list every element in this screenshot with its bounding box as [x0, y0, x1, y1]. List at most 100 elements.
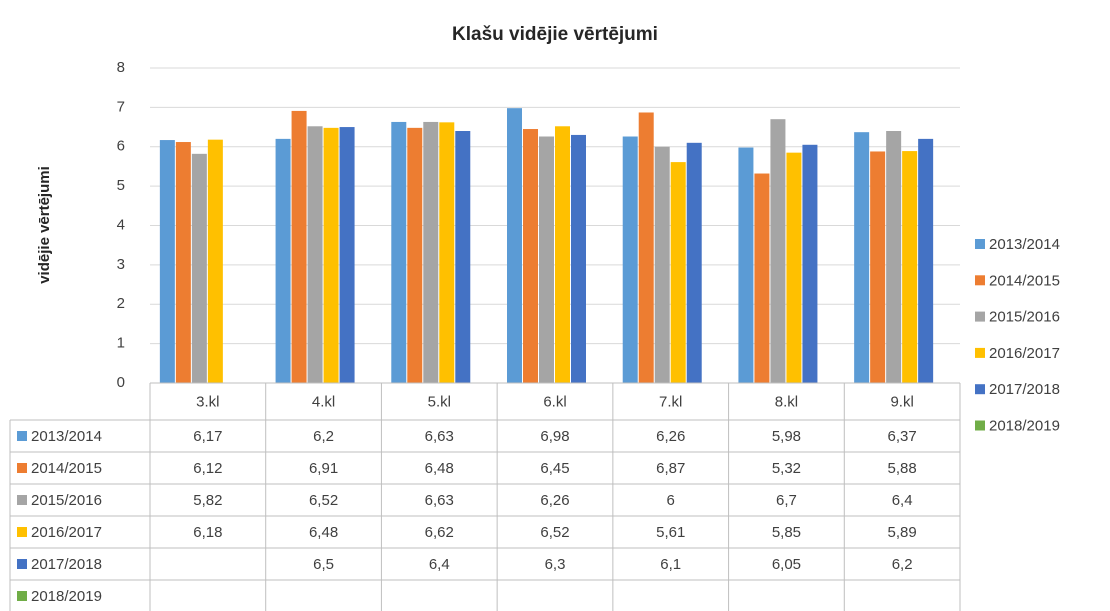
table-cell: 6,63	[425, 428, 454, 445]
bar	[439, 122, 455, 384]
bar	[523, 129, 538, 383]
table-cell: 6,12	[193, 460, 222, 477]
bar	[802, 144, 818, 383]
y-tick-label: 6	[117, 138, 125, 155]
bar	[571, 134, 586, 383]
table-cell: 6,52	[540, 524, 569, 541]
table-legend-key	[17, 559, 27, 569]
bar	[654, 146, 670, 383]
table-cell: 6,17	[193, 428, 222, 445]
legend-key	[975, 239, 985, 249]
x-tick-label: 4.kl	[312, 393, 335, 410]
x-tick-label: 8.kl	[775, 393, 798, 410]
bar	[638, 112, 654, 384]
table-cell: 6,87	[656, 460, 685, 477]
table-cell: 6,62	[425, 524, 454, 541]
bar	[175, 142, 191, 383]
table-cell: 5,82	[193, 492, 222, 509]
table-cell: 6,4	[429, 556, 450, 573]
bar	[307, 126, 323, 384]
bar	[870, 151, 886, 383]
table-cell: 6,26	[540, 492, 569, 509]
table-cell: 5,85	[772, 524, 801, 541]
legend-key	[975, 275, 985, 286]
table-legend-key	[17, 527, 27, 537]
table-legend-key	[17, 495, 27, 505]
bar	[339, 127, 355, 383]
legend-key	[975, 384, 985, 395]
x-tick-label: 9.kl	[890, 393, 913, 410]
bar	[902, 151, 918, 383]
legend-key	[975, 311, 985, 322]
table-row-label: 2018/2019	[31, 588, 102, 605]
table-legend-key	[17, 463, 27, 473]
legend-key	[975, 420, 985, 431]
table-cell: 6,91	[309, 460, 338, 477]
legend-key	[975, 347, 985, 358]
legend-label: 2013/2014	[989, 236, 1060, 253]
table-cell: 6,52	[309, 492, 338, 509]
table-cell: 6,45	[540, 460, 569, 477]
bar	[754, 173, 770, 383]
y-axis-title: vidējie vērtējumi	[36, 166, 53, 284]
bar	[323, 127, 339, 383]
table-cell: 6,1	[660, 556, 681, 573]
table-row-label: 2016/2017	[31, 524, 102, 541]
bar	[275, 138, 291, 383]
table-cell: 6,37	[888, 428, 917, 445]
y-tick-label: 3	[117, 256, 125, 273]
table-cell: 6,5	[313, 556, 334, 573]
chart-title: Klašu vidējie vērtējumi	[452, 24, 658, 45]
bar	[786, 152, 802, 383]
table-row-label: 2013/2014	[31, 428, 102, 445]
bar	[391, 121, 407, 383]
bar	[686, 142, 702, 383]
table-cell: 6,48	[425, 460, 454, 477]
y-tick-label: 0	[117, 374, 125, 391]
legend-label: 2018/2019	[989, 417, 1060, 434]
table-cell: 5,98	[772, 428, 801, 445]
bar	[539, 136, 554, 383]
legend-label: 2016/2017	[989, 345, 1060, 362]
y-tick-label: 7	[117, 98, 125, 115]
table-cell: 6,98	[540, 428, 569, 445]
table-cell: 6,7	[776, 492, 797, 509]
x-tick-label: 3.kl	[196, 393, 219, 410]
x-tick-label: 5.kl	[428, 393, 451, 410]
table-row-label: 2017/2018	[31, 556, 102, 573]
table-cell: 6,05	[772, 556, 801, 573]
x-tick-label: 6.kl	[543, 393, 566, 410]
bar	[854, 132, 870, 383]
bar	[423, 121, 439, 383]
bar	[622, 136, 638, 383]
table-cell: 5,88	[888, 460, 917, 477]
bar	[507, 108, 522, 383]
y-tick-label: 1	[117, 335, 125, 352]
bar	[191, 153, 207, 383]
x-tick-label: 7.kl	[659, 393, 682, 410]
table-row-label: 2015/2016	[31, 492, 102, 509]
table-cell: 5,61	[656, 524, 685, 541]
table-legend-key	[17, 591, 27, 601]
bar	[407, 127, 423, 383]
legend-label: 2015/2016	[989, 309, 1060, 326]
bar	[770, 119, 786, 383]
table-cell: 6,2	[892, 556, 913, 573]
y-tick-label: 8	[117, 59, 125, 76]
bar	[159, 140, 175, 383]
legend-label: 2014/2015	[989, 272, 1060, 289]
y-tick-label: 2	[117, 295, 125, 312]
bar	[207, 139, 223, 383]
bar	[738, 147, 754, 383]
table-row-label: 2014/2015	[31, 460, 102, 477]
table-cell: 6	[667, 492, 675, 509]
table-cell: 5,89	[888, 524, 917, 541]
bar	[886, 131, 902, 383]
table-cell: 6,18	[193, 524, 222, 541]
bar	[670, 162, 686, 383]
bar	[455, 131, 471, 383]
table-cell: 6,2	[313, 428, 334, 445]
table-cell: 6,48	[309, 524, 338, 541]
